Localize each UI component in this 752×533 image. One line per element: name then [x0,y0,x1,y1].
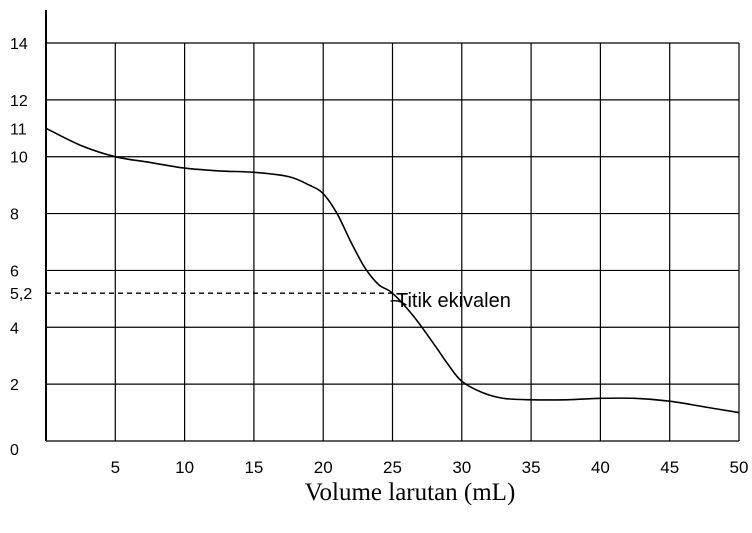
x-tick-label: 15 [244,458,263,477]
x-tick-label: 25 [383,458,402,477]
x-tick-label: 45 [660,458,679,477]
y-tick-labels: 0 2 4 5,2 6 8 10 11 12 14 [10,36,32,459]
y-tick-label: 12 [10,93,28,110]
annotation-label: Titik ekivalen [396,290,511,312]
x-tick-label: 20 [314,458,333,477]
x-tick-label: 30 [452,458,471,477]
y-tick-label: 10 [10,150,28,167]
y-tick-label: 11 [10,121,27,138]
reference-line-group [46,292,407,306]
x-tick-label: 5 [111,458,120,477]
x-axis-title: Volume larutan (mL) [305,479,516,506]
y-tick-label: 14 [10,36,28,53]
y-tick-label: 6 [10,263,19,280]
y-tick-label: 0 [10,442,19,459]
y-tick-label: 8 [10,207,19,224]
x-tick-label: 10 [175,458,194,477]
series-line [45,127,740,414]
y-tick-label: 5,2 [10,286,32,303]
annotation-pointer [390,300,407,306]
x-tick-label: 40 [591,458,610,477]
x-tick-label: 50 [730,458,749,477]
grid-lines [46,42,740,442]
y-tick-label: 2 [10,377,19,394]
x-tick-label: 35 [522,458,541,477]
x-tick-labels: 5 10 15 20 25 30 35 40 45 50 [111,458,749,477]
y-tick-label: 4 [10,320,19,337]
